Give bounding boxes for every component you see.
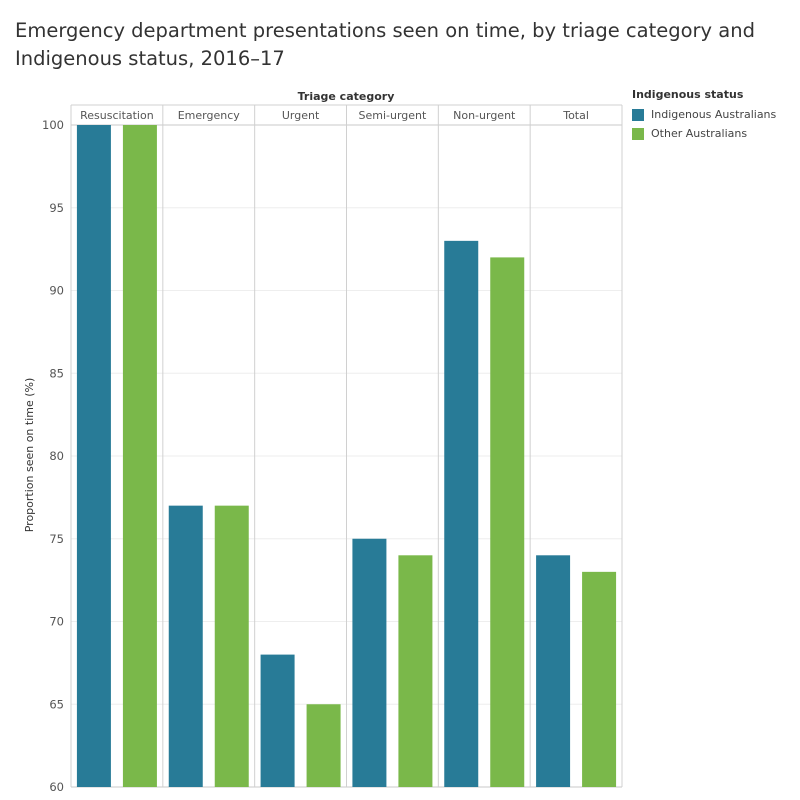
- chart-title: Emergency department presentations seen …: [15, 17, 785, 73]
- category-label: Resuscitation: [80, 109, 154, 122]
- y-tick-label: 70: [49, 615, 64, 629]
- y-tick-label: 75: [49, 532, 64, 546]
- legend-item-indigenous[interactable]: Indigenous Australians: [632, 105, 797, 124]
- chart-title-line-2: Indigenous status, 2016–17: [15, 47, 285, 70]
- bar[interactable]: [168, 505, 203, 787]
- bars: [76, 125, 617, 788]
- y-tick-label: 100: [42, 118, 64, 132]
- y-tick-label: 85: [49, 366, 64, 380]
- legend-item-other[interactable]: Other Australians: [632, 124, 797, 143]
- y-axis-ticks: 60 65 70 75 80 85 90 95 100: [42, 118, 64, 794]
- bar[interactable]: [306, 704, 341, 787]
- category-label: Non-urgent: [453, 109, 516, 122]
- chart-title-line-1: Emergency department presentations seen …: [15, 19, 755, 42]
- y-tick-label: 65: [49, 697, 64, 711]
- category-label: Total: [562, 109, 589, 122]
- legend-swatch-other: [632, 127, 644, 140]
- bar[interactable]: [214, 505, 249, 787]
- category-label: Semi-urgent: [359, 109, 428, 122]
- y-tick-label: 95: [49, 201, 64, 215]
- y-tick-label: 80: [49, 449, 64, 463]
- y-tick-label: 60: [49, 780, 64, 794]
- bar[interactable]: [444, 240, 479, 788]
- bar[interactable]: [490, 257, 525, 787]
- chart-frame: [70, 104, 623, 788]
- legend-swatch-indigenous: [632, 108, 644, 121]
- bar[interactable]: [76, 125, 111, 787]
- bar[interactable]: [582, 571, 617, 787]
- bar[interactable]: [352, 538, 387, 787]
- category-headers: Resuscitation Emergency Urgent Semi-urgent N…: [80, 109, 589, 122]
- x-axis-title: Triage category: [298, 90, 395, 103]
- bar[interactable]: [122, 125, 157, 787]
- bar[interactable]: [260, 654, 295, 787]
- legend-label-other: Other Australians: [651, 127, 748, 140]
- y-axis-title: Proportion seen on time (%): [23, 378, 36, 533]
- category-label: Urgent: [282, 109, 320, 122]
- bar[interactable]: [536, 555, 571, 787]
- bar[interactable]: [398, 555, 433, 787]
- legend-label-indigenous: Indigenous Australians: [651, 108, 777, 121]
- legend-title: Indigenous status: [632, 88, 744, 101]
- legend: Indigenous status Indigenous Australians…: [632, 88, 797, 143]
- y-tick-label: 90: [49, 284, 64, 298]
- category-label: Emergency: [178, 109, 241, 122]
